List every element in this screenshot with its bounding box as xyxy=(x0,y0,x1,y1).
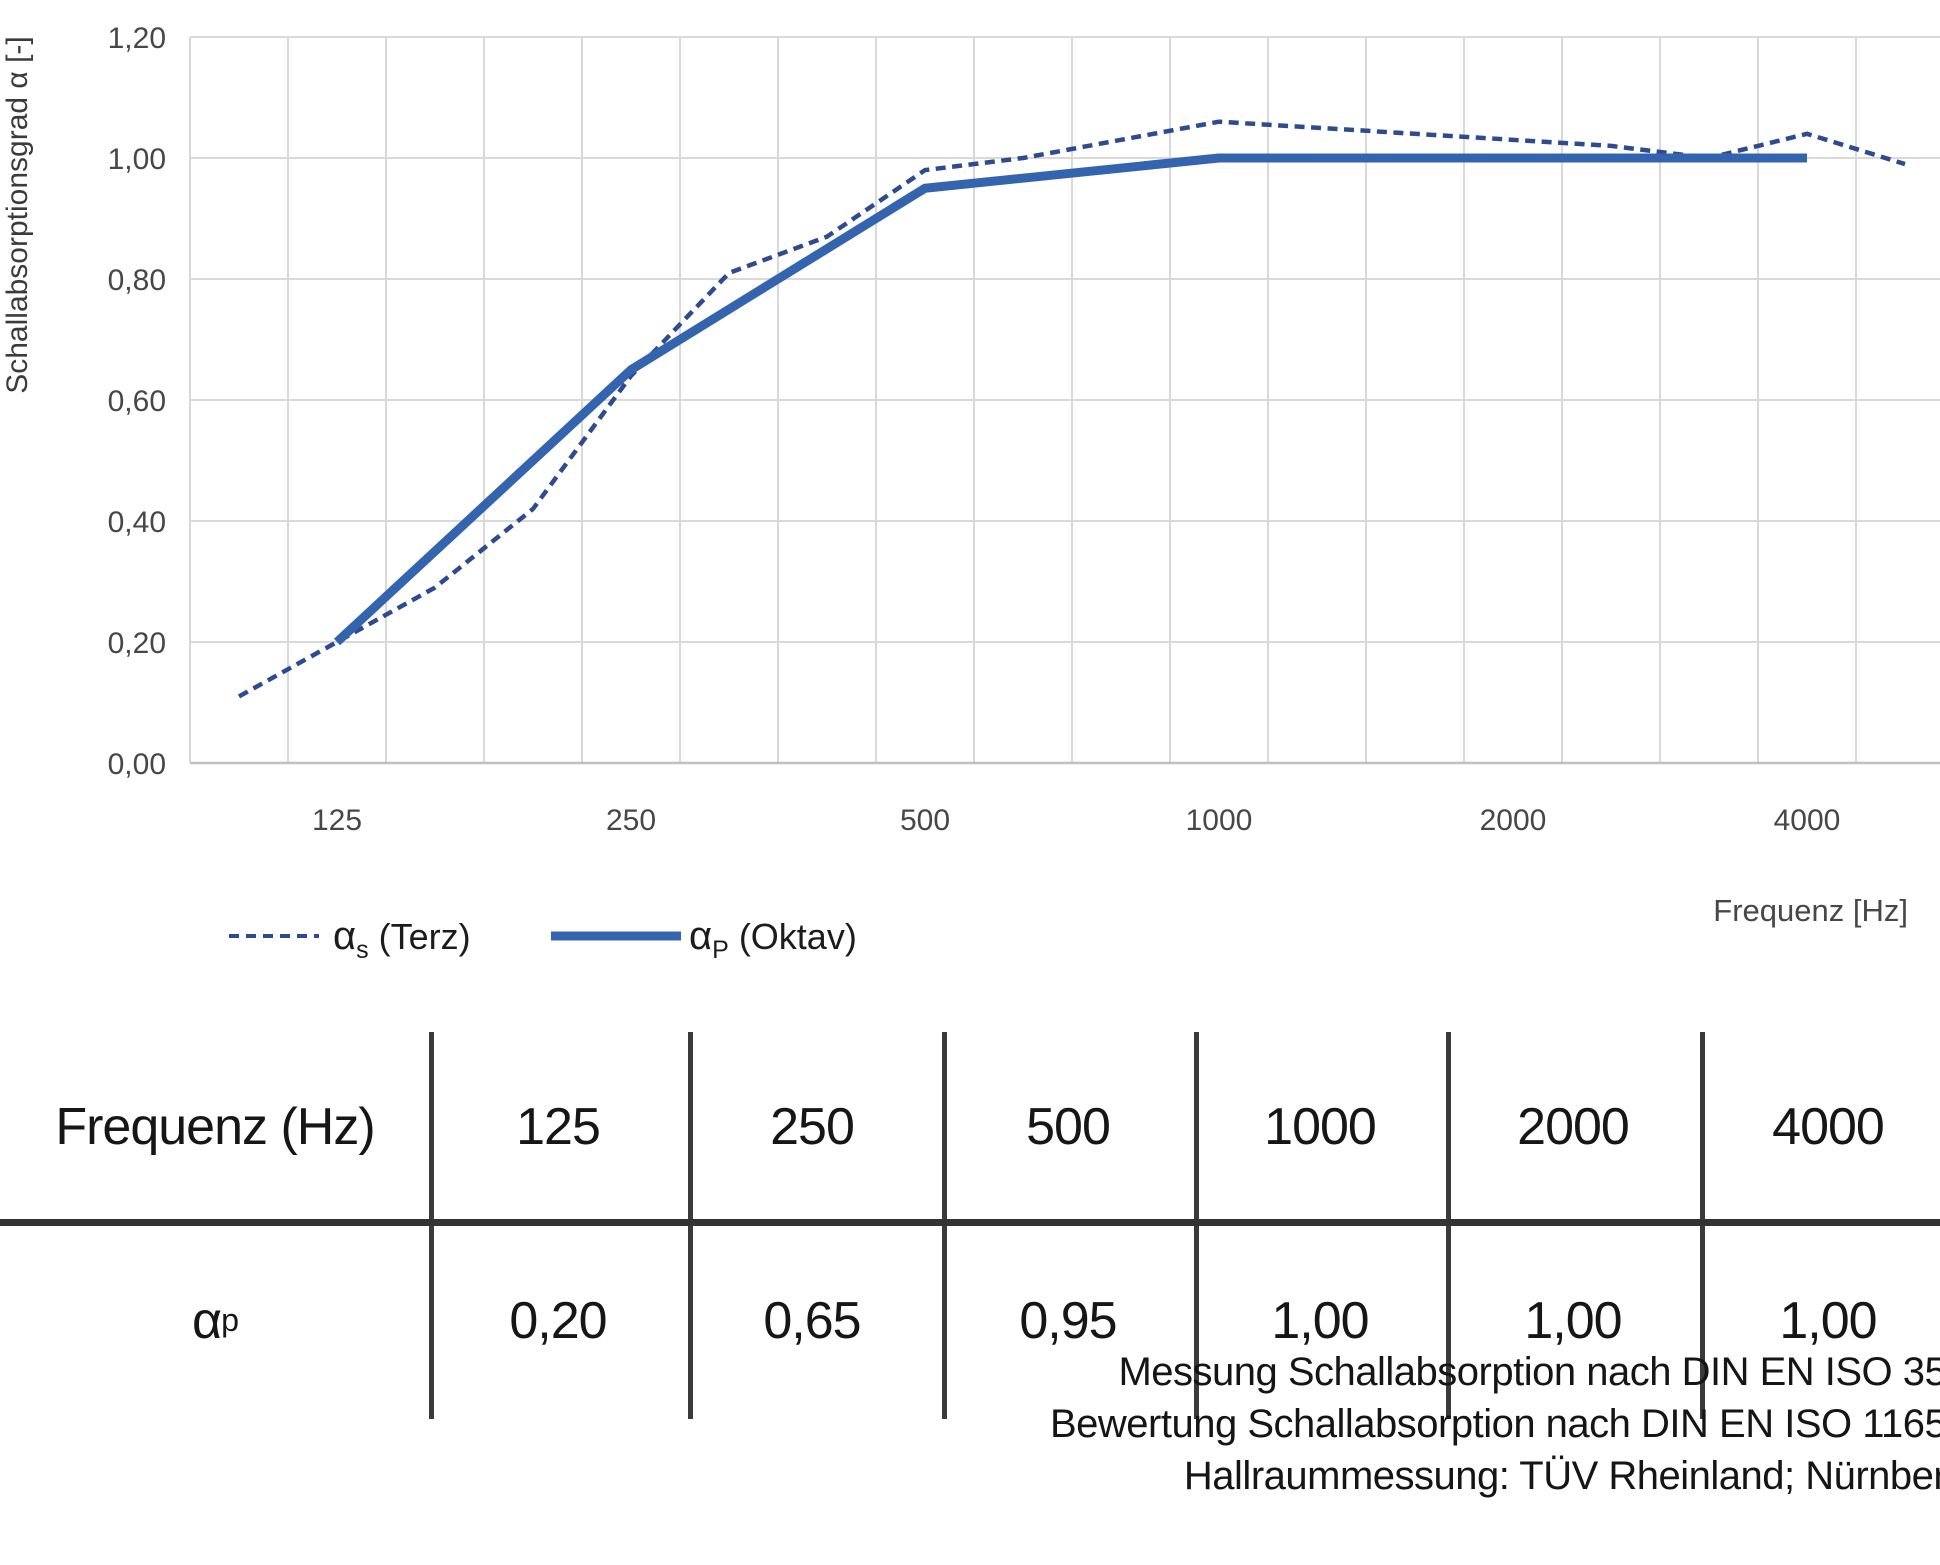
table-header-cell: 1000 xyxy=(1264,1098,1377,1156)
table-value-cell: 1,00 xyxy=(1779,1291,1877,1350)
table-header-cell: 125 xyxy=(516,1098,601,1156)
table-value-cell: 0,95 xyxy=(1019,1291,1117,1350)
y-axis-title: Schallabsorptionsgrad α [-] xyxy=(1,36,34,394)
table-header-rule xyxy=(0,1219,1940,1226)
y-tick-label: 0,40 xyxy=(108,506,166,539)
alpha-s-terz-line xyxy=(237,119,1906,699)
table-value-cell: 1,00 xyxy=(1524,1291,1622,1350)
y-axis-tick-labels: 0,00 0,20 0,40 0,60 0,80 1,00 1,20 xyxy=(108,22,166,781)
chart-gridlines xyxy=(189,36,1940,765)
y-tick-label: 1,00 xyxy=(108,143,166,176)
measurement-notes: Messung Schallabsorption nach DIN EN ISO… xyxy=(568,1346,1940,1502)
x-tick-label: 500 xyxy=(900,804,950,837)
table-header-cell: 2000 xyxy=(1517,1098,1630,1156)
x-axis-tick-labels: 125 250 500 1000 2000 4000 xyxy=(312,804,1840,837)
note-line: Bewertung Schallabsorption nach DIN EN I… xyxy=(1049,1402,1940,1446)
table-header-cell: 250 xyxy=(770,1098,855,1156)
chart-series xyxy=(237,119,1906,699)
x-tick-label: 250 xyxy=(606,804,656,837)
note-line: Hallraummessung: TÜV Rheinland; Nürnberg xyxy=(1183,1454,1940,1498)
x-tick-label: 125 xyxy=(312,804,362,837)
legend-label-terz: αs (Terz) xyxy=(333,914,471,964)
table-header-label: Frequenz (Hz) xyxy=(55,1098,375,1156)
x-tick-label: 1000 xyxy=(1186,804,1253,837)
x-tick-label: 4000 xyxy=(1774,804,1841,837)
y-tick-label: 0,00 xyxy=(108,748,166,781)
note-line: Messung Schallabsorption nach DIN EN ISO… xyxy=(1118,1350,1940,1394)
legend-label-oktav: αP (Oktav) xyxy=(689,914,857,964)
x-axis-title: Frequenz [Hz] xyxy=(1713,893,1908,928)
absorption-chart: 0,00 0,20 0,40 0,60 0,80 1,00 1,20 125 250 500 10… xyxy=(1,22,1940,964)
table-header-cell: 500 xyxy=(1026,1098,1111,1156)
x-tick-label: 2000 xyxy=(1480,804,1547,837)
y-tick-label: 0,20 xyxy=(108,627,166,660)
table-header-cell: 4000 xyxy=(1772,1098,1885,1156)
y-tick-label: 0,60 xyxy=(108,385,166,418)
y-tick-label: 1,20 xyxy=(108,22,166,55)
alpha-p-oktav-line xyxy=(333,153,1807,646)
table-value-cell: 0,20 xyxy=(509,1291,607,1350)
table-value-cell: 1,00 xyxy=(1271,1291,1369,1350)
y-tick-label: 0,80 xyxy=(108,264,166,297)
table-value-cell: 0,65 xyxy=(763,1291,861,1350)
chart-legend: αs (Terz) αP (Oktav) xyxy=(229,914,857,964)
